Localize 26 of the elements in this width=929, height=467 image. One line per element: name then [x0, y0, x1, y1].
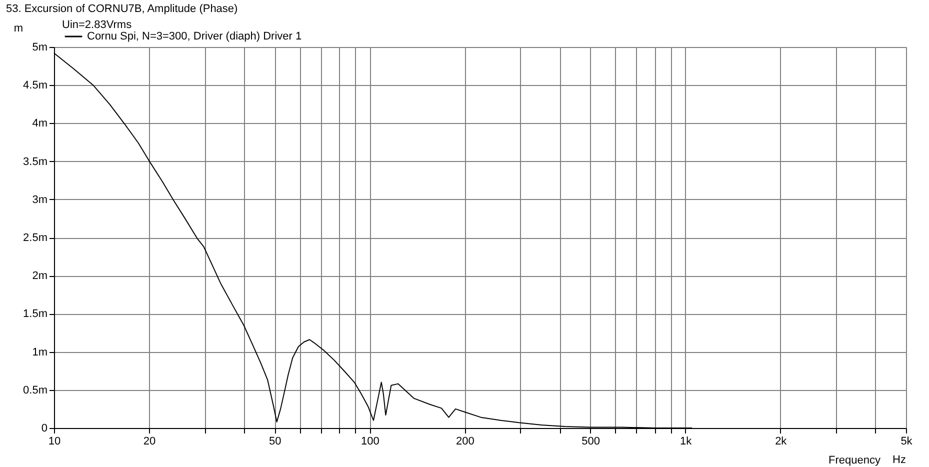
legend-label: Cornu Spi, N=3=300, Driver (diaph) Driver 1: [87, 30, 302, 42]
text: Hz: [892, 454, 906, 466]
y-tick-label: 2.5m: [23, 232, 48, 244]
x-tick-label: 10: [48, 436, 61, 448]
y-tick-label: 3m: [32, 194, 48, 206]
y-axis-title: m: [14, 22, 24, 34]
x-tick-label: 2k: [775, 436, 788, 448]
x-axis-title: Frequency: [828, 454, 881, 466]
y-tick-label: 1.5m: [23, 308, 48, 320]
y-tick-label: 4m: [32, 118, 48, 130]
text: Uin=2.83Vrms: [62, 19, 132, 31]
y-tick-label: 3.5m: [23, 156, 48, 168]
x-tick-label: 200: [456, 436, 474, 448]
x-tick-label: 1k: [680, 436, 692, 448]
x-tick-label: 5k: [900, 436, 913, 448]
x-tick-label: 50: [269, 436, 282, 448]
x-tick-label: 500: [582, 436, 600, 448]
y-tick-label: 5m: [32, 42, 48, 54]
y-tick-label: 1m: [32, 346, 48, 358]
chart-title: 53. Excursion of CORNU7B, Amplitude (Phase): [6, 3, 238, 15]
x-tick-label: 20: [143, 436, 156, 448]
y-tick-label: 2m: [32, 270, 48, 282]
y-tick-label: 4.5m: [23, 80, 48, 92]
y-tick-label: 0: [41, 422, 48, 434]
y-tick-label: 0.5m: [23, 384, 48, 396]
x-tick-label: 100: [360, 436, 380, 448]
